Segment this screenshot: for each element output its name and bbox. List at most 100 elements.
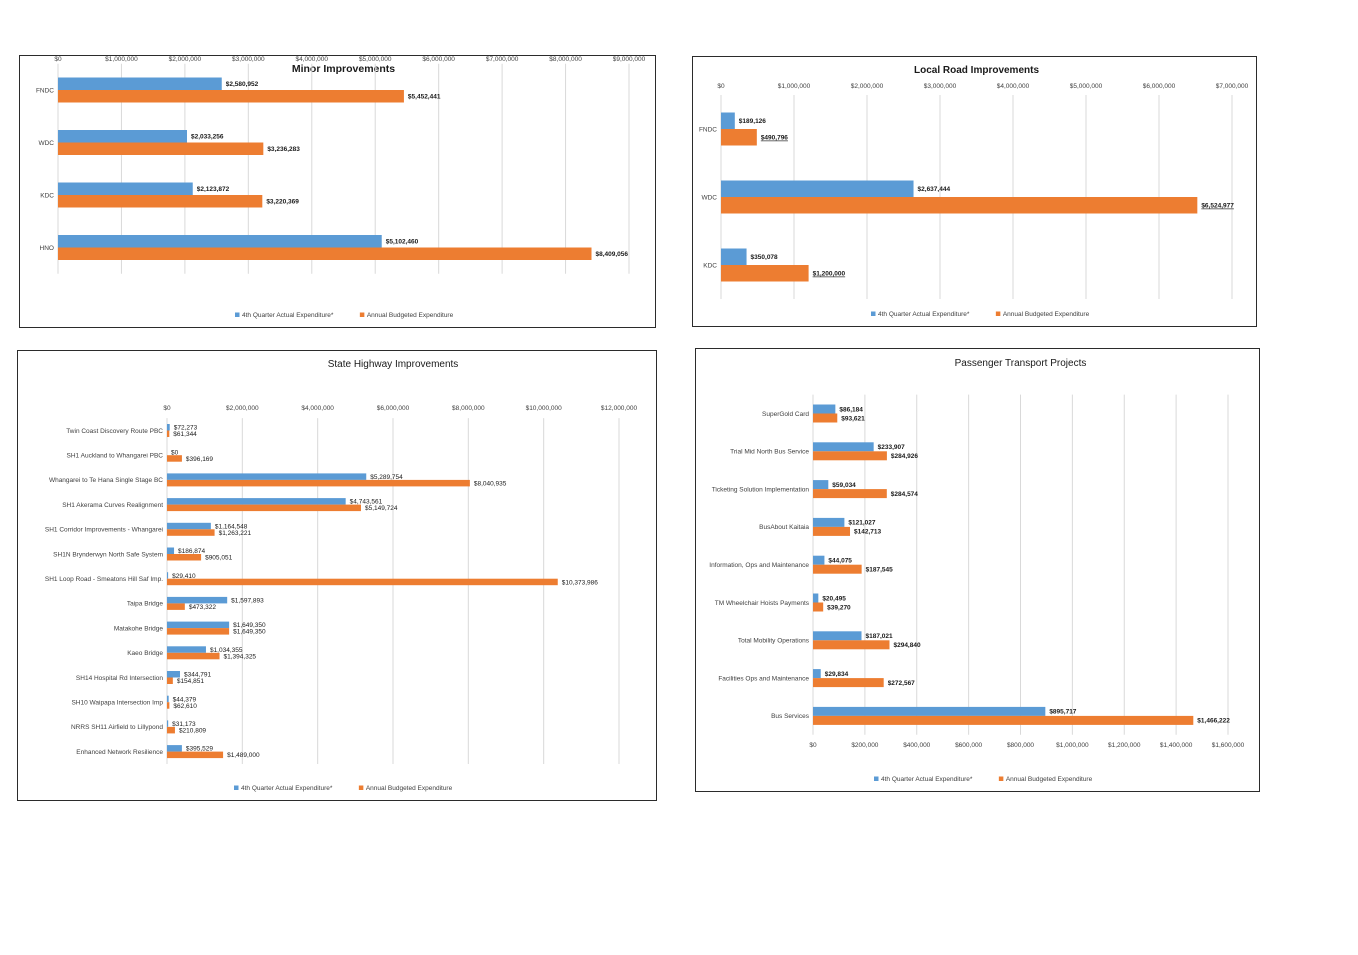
budget-bar-information-ops-and-maintenance [813, 564, 862, 574]
actual-bar-trial-mid-north-bus-service [813, 442, 874, 452]
budget-value-label-ticketing-solution-implementation: $284,574 [891, 491, 918, 498]
budget-value-label-taipa-bridge: $473,322 [189, 604, 216, 611]
x-tick-label: $2,000,000 [226, 405, 259, 412]
actual-value-label-trial-mid-north-bus-service: $233,907 [878, 444, 905, 451]
category-label-twin-coast-discovery-route-pbc: Twin Coast Discovery Route PBC [66, 428, 163, 435]
actual-value-label-facilities-ops-and-maintenance: $29,834 [825, 671, 849, 678]
category-label-sh1-akerama-curves-realignment: SH1 Akerama Curves Realignment [62, 502, 163, 509]
budget-bar-hno [58, 247, 592, 260]
actual-value-label-taipa-bridge: $1,597,893 [231, 597, 264, 604]
budget-bar-fndc [58, 90, 404, 103]
actual-value-label-matakohe-bridge: $1,649,350 [233, 622, 266, 629]
budget-bar-ticketing-solution-implementation [813, 489, 887, 499]
local-road-improvements-svg: Local Road Improvements $0 $1,000,000 $2,00… [699, 65, 1249, 318]
actual-value-label-whangarei-to-te-hana-single-stage-bc: $5,289,754 [370, 474, 403, 481]
x-tick-label: $3,000,000 [924, 83, 957, 90]
actual-bar-bus-services [813, 706, 1046, 716]
category-label-wdc: WDC [38, 140, 54, 147]
budget-bar-enhanced-network-resilience [167, 751, 224, 759]
budget-value-label-sh14-hospital-rd-intersection: $154,851 [177, 678, 204, 685]
category-label-enhanced-network-resilience: Enhanced Network Resilience [76, 749, 163, 756]
x-tick-label: $0 [717, 83, 725, 90]
chart-title: Passenger Transport Projects [955, 358, 1087, 369]
budget-bar-sh14-hospital-rd-intersection [167, 677, 173, 684]
x-tick-label: $6,000,000 [422, 56, 455, 63]
budget-value-label-sh10-waipapa-intersection-imp: $62,610 [173, 703, 197, 710]
budget-value-label-sh1n-brynderwyn-north-safe-system: $905,051 [205, 555, 232, 562]
category-label-sh1-corridor-improvements-whangarei: SH1 Corridor Improvements - Whangarei [45, 527, 163, 534]
x-tick-label: $4,000,000 [296, 56, 329, 63]
actual-bar-supergold-card [813, 404, 836, 414]
passenger-transport-projects-svg: Passenger Transport Projects $0 $200,000 $4… [709, 358, 1245, 783]
category-label-fndc: FNDC [36, 87, 54, 94]
budget-value-label-supergold-card: $93,621 [841, 415, 865, 422]
budget-bar-wdc [58, 142, 264, 155]
budget-value-label-facilities-ops-and-maintenance: $272,567 [888, 680, 915, 687]
x-tick-label: $4,000,000 [301, 405, 334, 412]
x-tick-label: $2,000,000 [169, 56, 202, 63]
actual-bar-nrrs-sh11-airfield-to-lillypond [167, 720, 169, 727]
budget-value-label-busabout-kaitaia: $142,713 [854, 529, 881, 536]
actual-bar-sh1-corridor-improvements-whangarei [167, 522, 211, 530]
actual-bar-enhanced-network-resilience [167, 745, 182, 752]
budget-bar-trial-mid-north-bus-service [813, 451, 887, 461]
category-label-supergold-card: SuperGold Card [762, 411, 809, 418]
actual-value-label-wdc: $2,033,256 [191, 134, 224, 141]
x-tick-label: $3,000,000 [232, 56, 265, 63]
budget-bar-kaeo-bridge [167, 652, 220, 660]
legend-swatch-actual [235, 312, 240, 317]
actual-value-label-tm-wheelchair-hoists-payments: $20,495 [822, 595, 846, 602]
actual-value-label-sh10-waipapa-intersection-imp: $44,379 [173, 696, 197, 703]
budget-bar-nrrs-sh11-airfield-to-lillypond [167, 726, 175, 734]
budget-value-label-trial-mid-north-bus-service: $284,926 [891, 453, 918, 460]
category-label-sh1-loop-road-smeatons-hill-saf-imp: SH1 Loop Road - Smeatons Hill Saf Imp. [45, 576, 163, 583]
category-label-taipa-bridge: Taipa Bridge [127, 601, 164, 608]
actual-value-label-sh14-hospital-rd-intersection: $344,791 [184, 672, 211, 679]
x-tick-label: $10,000,000 [526, 405, 563, 412]
budget-bar-tm-wheelchair-hoists-payments [813, 602, 824, 612]
actual-bar-sh1n-brynderwyn-north-safe-system [167, 547, 175, 554]
actual-bar-facilities-ops-and-maintenance [813, 669, 821, 679]
budget-bar-twin-coast-discovery-route-pbc [167, 430, 170, 437]
local-road-improvements-chart: Local Road Improvements $0 $1,000,000 $2,00… [692, 56, 1257, 327]
legend-label-budget: Annual Budgeted Expenditure [367, 312, 454, 319]
x-tick-label: $600,000 [955, 742, 982, 749]
legend-label-actual: 4th Quarter Actual Expenditure* [241, 785, 333, 792]
actual-value-label-hno: $5,102,460 [386, 239, 419, 246]
legend-swatch-budget [995, 311, 1001, 316]
x-tick-label: $12,000,000 [601, 405, 638, 412]
category-label-facilities-ops-and-maintenance: Facilities Ops and Maintenance [718, 675, 809, 682]
actual-value-label-sh1-auckland-to-whangarei-pbc: $0 [171, 449, 179, 456]
category-label-sh14-hospital-rd-intersection: SH14 Hospital Rd Intersection [76, 675, 163, 682]
category-label-whangarei-to-te-hana-single-stage-bc: Whangarei to Te Hana Single Stage BC [49, 477, 163, 484]
chart-title: Local Road Improvements [914, 65, 1039, 76]
actual-bar-wdc [58, 130, 187, 143]
budget-value-label-information-ops-and-maintenance: $187,545 [866, 567, 893, 574]
x-tick-label: $7,000,000 [1216, 83, 1249, 90]
category-label-bus-services: Bus Services [771, 713, 810, 720]
actual-bar-whangarei-to-te-hana-single-stage-bc [167, 473, 367, 480]
x-tick-label: $1,000,000 [105, 56, 138, 63]
actual-bar-ticketing-solution-implementation [813, 480, 829, 490]
legend-swatch-budget [358, 785, 364, 790]
budget-value-label-kdc: $3,220,369 [266, 199, 299, 206]
budget-bar-sh10-waipapa-intersection-imp [167, 702, 170, 709]
actual-bar-kdc [721, 248, 747, 265]
actual-bar-sh14-hospital-rd-intersection [167, 671, 180, 678]
budget-value-label-whangarei-to-te-hana-single-stage-bc: $8,040,935 [474, 480, 507, 487]
budget-bar-sh1-akerama-curves-realignment [167, 504, 361, 512]
state-highway-improvements-chart: State Highway Improvements $0 $2,000,000 $4… [17, 350, 657, 801]
budget-value-label-nrrs-sh11-airfield-to-lillypond: $210,809 [179, 727, 206, 734]
x-tick-label: $6,000,000 [1143, 83, 1176, 90]
actual-bar-matakohe-bridge [167, 621, 230, 629]
x-tick-label: $1,600,000 [1212, 742, 1245, 749]
budget-bar-matakohe-bridge [167, 628, 230, 635]
budget-value-label-sh1-auckland-to-whangarei-pbc: $396,169 [186, 456, 213, 463]
chart-title: State Highway Improvements [328, 359, 459, 370]
x-tick-label: $5,000,000 [1070, 83, 1103, 90]
x-tick-label: $2,000,000 [851, 83, 884, 90]
chart-title: Minor Improvements [292, 63, 395, 75]
minor-improvements-svg: Minor Improvements $0 $1,000,000 $2,000,000… [36, 56, 646, 319]
x-tick-label: $9,000,000 [613, 56, 646, 63]
category-label-ticketing-solution-implementation: Ticketing Solution Implementation [712, 486, 810, 493]
